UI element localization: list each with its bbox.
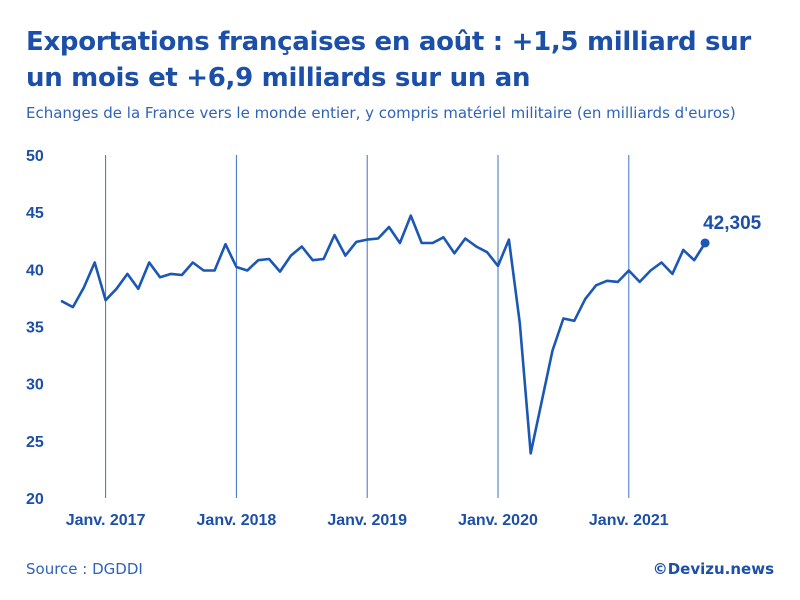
chart-subtitle: Echanges de la France vers le monde enti… [26,104,736,122]
y-tick-label: 40 [26,262,44,279]
x-tick-label: Janv. 2020 [458,512,538,529]
x-tick-label: Janv. 2021 [589,512,669,529]
last-value-label: 42,305 [703,213,762,234]
x-tick-label: Janv. 2018 [197,512,277,529]
x-axis-ticks: Janv. 2017 Janv. 2018 Janv. 2019 Janv. 2020… [66,512,669,529]
y-tick-label: 20 [26,491,44,508]
y-tick-label: 45 [26,205,44,222]
y-tick-label: 25 [26,434,44,451]
x-tick-label: Janv. 2017 [66,512,146,529]
last-point-marker [700,238,710,248]
y-tick-label: 35 [26,320,44,337]
x-tick-label: Janv. 2019 [327,512,407,529]
year-gridlines [105,155,630,498]
y-tick-label: 50 [26,148,44,165]
chart-title: Exportations françaises en août : +1,5 m… [26,27,751,93]
series-line [60,214,707,455]
series-group: 42,305 [60,213,762,455]
y-axis-ticks: 20 25 30 35 40 45 50 [26,148,44,508]
credit-label: ©Devizu.news [652,560,774,578]
y-tick-label: 30 [26,377,44,394]
source-note: Source : DGDDI [26,560,143,578]
